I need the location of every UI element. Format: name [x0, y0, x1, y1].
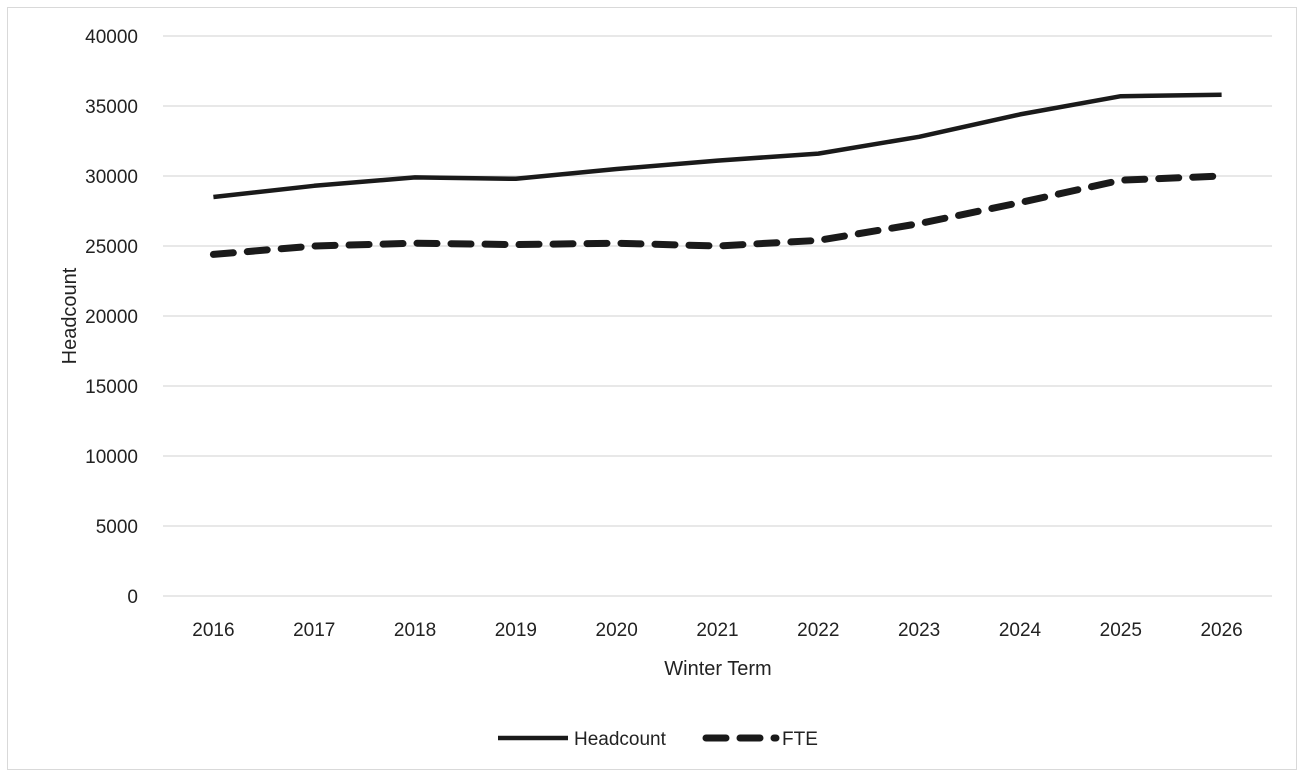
legend: Headcount FTE	[498, 729, 818, 750]
y-tick-label: 40000	[85, 27, 138, 48]
y-tick-label: 5000	[96, 517, 138, 538]
y-axis-title: Headcount	[59, 267, 81, 364]
x-tick-label: 2016	[192, 620, 234, 641]
y-tick-label: 30000	[85, 167, 138, 188]
x-axis-ticks: 2016 2017 2018 2019 2020 2021 2022 2023 2024 2025…	[192, 620, 1242, 641]
y-tick-label: 25000	[85, 237, 138, 258]
legend-label: FTE	[782, 729, 818, 750]
x-tick-label: 2018	[394, 620, 436, 641]
series-line-headcount	[213, 92, 1222, 200]
legend-label: Headcount	[574, 729, 667, 750]
chart-frame	[7, 7, 1297, 770]
series-line-fte	[209, 172, 1226, 258]
y-tick-label: 35000	[85, 97, 138, 118]
x-axis-title: Winter Term	[664, 658, 771, 680]
y-tick-label: 20000	[85, 307, 138, 328]
y-tick-label: 10000	[85, 447, 138, 468]
x-tick-label: 2023	[898, 620, 940, 641]
x-tick-label: 2017	[293, 620, 335, 641]
gridlines	[163, 35, 1272, 597]
y-axis-ticks: 0 5000 10000 15000 20000 25000 30000 35000 40000	[85, 27, 138, 608]
x-tick-label: 2020	[596, 620, 638, 641]
x-tick-label: 2024	[999, 620, 1042, 641]
series-lines	[209, 92, 1226, 258]
x-tick-label: 2022	[797, 620, 839, 641]
x-tick-label: 2025	[1100, 620, 1142, 641]
y-tick-label: 15000	[85, 377, 138, 398]
x-tick-label: 2026	[1200, 620, 1242, 641]
x-tick-label: 2019	[495, 620, 537, 641]
x-tick-label: 2021	[696, 620, 738, 641]
y-tick-label: 0	[127, 587, 138, 608]
